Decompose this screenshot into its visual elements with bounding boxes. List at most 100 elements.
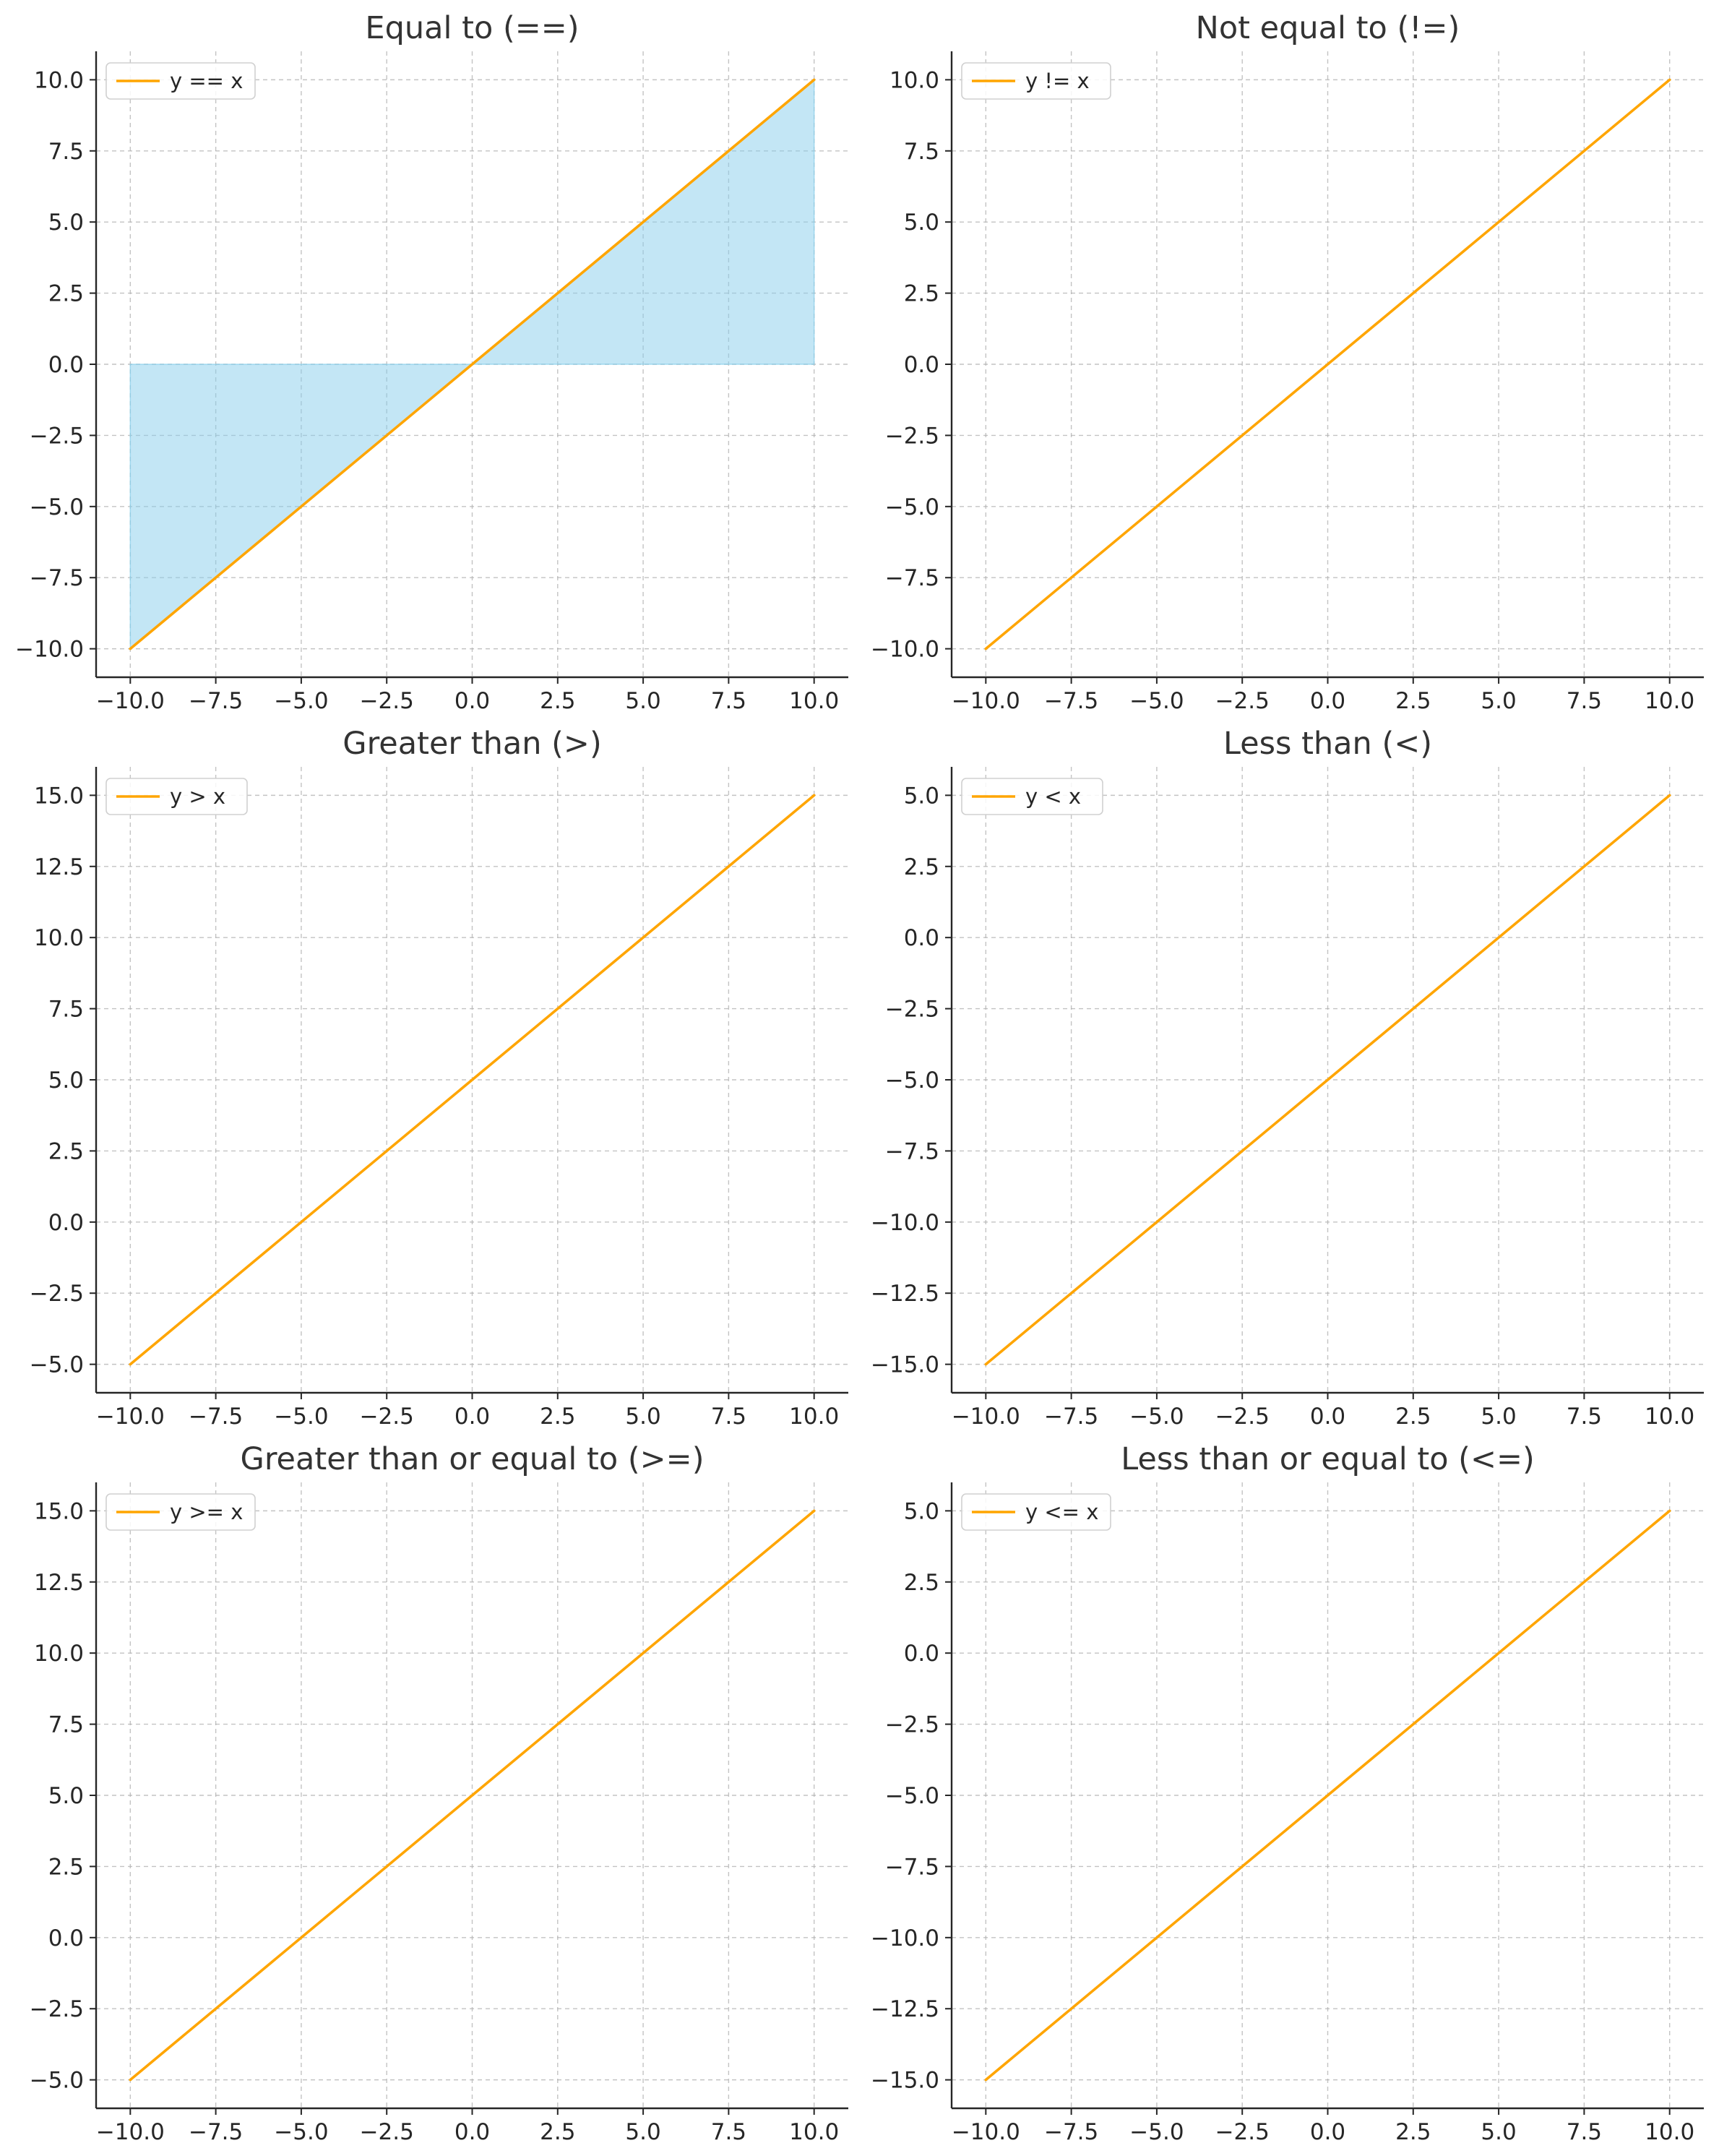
x-tick-label: −2.5 [360,2119,414,2145]
y-tick-label: 0.0 [48,352,84,378]
x-tick-label: −7.5 [1044,688,1098,714]
y-tick-label: 12.5 [34,854,84,880]
x-tick-label: −2.5 [360,1404,414,1430]
y-tick-label: −5.0 [885,1068,939,1094]
y-tick-label: 5.0 [904,210,939,236]
legend-label: y != x [1025,69,1090,93]
y-tick-label: −2.5 [30,1996,84,2022]
y-tick-label: −5.0 [30,2068,84,2094]
y-tick-label: 15.0 [34,783,84,809]
y-tick-label: 10.0 [34,67,84,93]
x-tick-label: 10.0 [789,2119,839,2145]
y-tick-label: −7.5 [885,1138,939,1164]
grid-lines [96,767,848,1393]
x-tick-label: 2.5 [540,2119,575,2145]
y-tick-label: 12.5 [34,1570,84,1596]
x-tick-label: 0.0 [454,688,490,714]
legend-label: y > x [170,784,225,809]
y-tick-label: −12.5 [871,1996,939,2022]
y-tick-label: 2.5 [48,1854,84,1880]
x-tick-label: 5.0 [1481,688,1516,714]
x-tick-label: 0.0 [454,1404,490,1430]
x-tick-label: 7.5 [711,1404,746,1430]
y-tick-label: 5.0 [48,1783,84,1809]
subplot-title: Greater than (>) [342,726,602,762]
y-tick-label: 10.0 [34,925,84,951]
subplot-title: Not equal to (!=) [1196,10,1460,46]
x-tick-label: 0.0 [1310,688,1345,714]
grid-lines [952,51,1704,677]
x-tick-label: 2.5 [540,688,575,714]
series-line [984,78,1671,650]
x-tick-label: 5.0 [625,2119,660,2145]
legend-label: y < x [1025,784,1081,809]
x-tick-label: 2.5 [1395,1404,1431,1430]
series-line [984,1509,1671,2082]
legend: y < x [961,778,1103,815]
y-tick-label: −5.0 [885,1783,939,1809]
x-tick-label: −2.5 [1215,1404,1270,1430]
y-tick-label: 2.5 [904,854,939,880]
y-tick-label: 7.5 [48,1712,84,1738]
y-tick-label: −10.0 [871,1210,939,1236]
legend-label: y == x [170,69,243,93]
legend: y <= x [961,1493,1111,1531]
x-tick-label: −5.0 [274,2119,328,2145]
x-tick-label: 7.5 [711,688,746,714]
y-tick-label: −2.5 [885,997,939,1023]
y-tick-label: −15.0 [871,1352,939,1378]
y-tick-label: 2.5 [904,1570,939,1596]
y-tick-label: 5.0 [48,1068,84,1094]
y-tick-label: 0.0 [904,352,939,378]
legend-box [961,1493,1111,1531]
y-tick-label: 7.5 [48,139,84,165]
x-tick-label: −5.0 [1129,688,1184,714]
y-tick-label: 10.0 [34,1641,84,1667]
x-tick-label: −5.0 [1129,2119,1184,2145]
x-tick-label: 7.5 [1567,688,1602,714]
legend: y >= x [105,1493,256,1531]
y-tick-label: −10.0 [871,637,939,663]
x-tick-label: 10.0 [1645,1404,1694,1430]
subplot-6: Less than or equal to (<=) −10.0 −7.5 −5.0 −… [871,1441,1704,2145]
y-tick-label: 2.5 [48,1138,84,1164]
subplot-4: Less than (<) −10.0 −7.5 −5.0 −2.5 0.0 2.5 5.0 7… [871,726,1704,1430]
x-tick-label: −10.0 [952,688,1020,714]
y-tick-label: 0.0 [48,1925,84,1951]
y-tick-label: −7.5 [30,565,84,591]
grid-lines [952,767,1704,1393]
y-tick-label: −2.5 [30,423,84,449]
x-tick-label: 10.0 [789,1404,839,1430]
y-tick-label: −10.0 [15,637,84,663]
y-tick-label: 0.0 [48,1210,84,1236]
y-tick-label: 7.5 [48,997,84,1023]
y-tick-label: 5.0 [904,783,939,809]
y-tick-label: −5.0 [30,494,84,520]
legend-box [105,62,256,100]
x-tick-label: 7.5 [1567,2119,1602,2145]
x-tick-label: −10.0 [952,2119,1020,2145]
legend-box [961,778,1103,815]
legend: y == x [105,62,256,100]
subplot-3: Greater than (>) −10.0 −7.5 −5.0 −2.5 0.0 2.5 5… [30,726,848,1430]
y-tick-label: −12.5 [871,1281,939,1307]
y-tick-label: −5.0 [30,1352,84,1378]
subplot-title: Less than or equal to (<=) [1121,1441,1535,1477]
x-tick-label: −10.0 [96,1404,165,1430]
legend-box [961,62,1111,100]
x-tick-label: 0.0 [1310,2119,1345,2145]
y-tick-label: −7.5 [885,565,939,591]
y-tick-label: −2.5 [885,423,939,449]
x-tick-label: 5.0 [1481,1404,1516,1430]
grid-lines [952,1482,1704,2108]
x-tick-label: 5.0 [1481,2119,1516,2145]
x-tick-label: −10.0 [96,688,165,714]
legend-label: y <= x [1025,1500,1098,1524]
series-line [984,794,1671,1366]
subplot-1: Equal to (==) −10.0 −7.5 −5.0 −2.5 0.0 2.5 5.0 7… [15,10,848,714]
x-tick-label: 5.0 [625,688,660,714]
y-tick-label: −15.0 [871,2068,939,2094]
y-tick-label: −2.5 [885,1712,939,1738]
